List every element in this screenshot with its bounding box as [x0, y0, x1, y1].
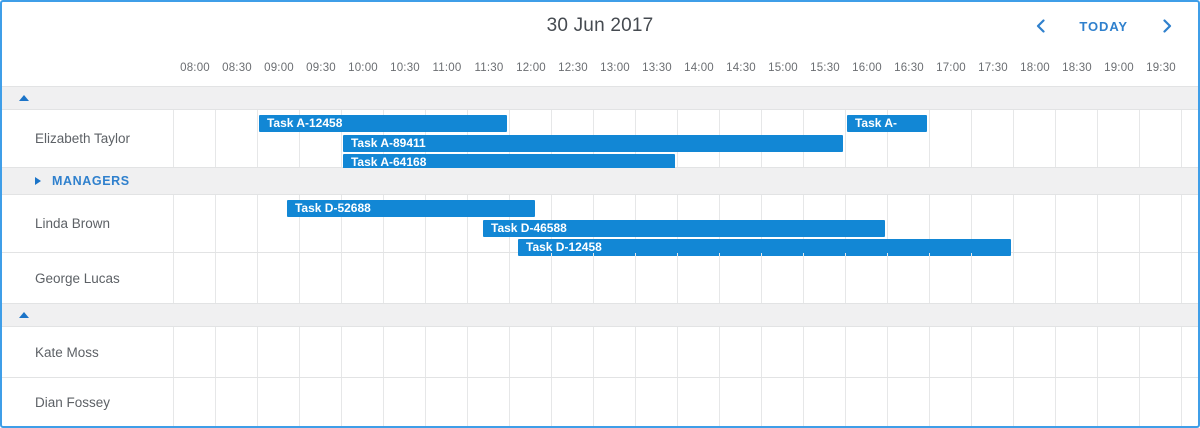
time-axis: 08:00 08:30 09:00 09:30 10:00 10:30 11:00 11:30… [2, 50, 1198, 86]
time-slot-label: 14:30 [726, 62, 756, 74]
group-header-row [2, 304, 1198, 327]
resource-row: Kate Moss [2, 327, 1198, 378]
resource-label-cell: Linda Brown [2, 195, 174, 252]
resource-row: Linda Brown Task D-52688 Task D-46588 Task … [2, 195, 1198, 256]
resource-name: Dian Fossey [35, 394, 111, 410]
resource-label-cell: George Lucas [2, 253, 174, 303]
group-header-row-collapsed[interactable]: MANAGERS [2, 168, 1198, 195]
prev-date-button[interactable] [1025, 11, 1055, 41]
resource-name: Linda Brown [35, 216, 111, 231]
time-slot-label: 12:30 [558, 62, 588, 74]
time-slot-label: 18:30 [1062, 62, 1092, 74]
time-slot-label: 13:30 [642, 62, 672, 74]
date-title: 30 Jun 2017 [546, 15, 654, 36]
scheduler-toolbar: 30 Jun 2017 TODAY [2, 2, 1198, 50]
group-label: MANAGERS [52, 174, 130, 188]
task-bar[interactable]: Task D-52688 [286, 200, 535, 217]
time-slot-label: 11:00 [432, 62, 462, 74]
collapse-group-icon[interactable] [19, 95, 29, 101]
task-bar[interactable]: Task A-12458 [258, 115, 507, 132]
schedule-cells[interactable] [174, 327, 1182, 377]
expand-group-icon[interactable] [35, 177, 41, 185]
time-slot-label: 08:30 [222, 62, 252, 74]
resource-row: Dian Fossey [2, 378, 1198, 426]
time-slot-label: 09:30 [306, 62, 336, 74]
task-bar[interactable]: Task A- [846, 115, 927, 132]
schedule-cells[interactable]: Task D-52688 Task D-46588 Task D-12458 [174, 195, 1182, 256]
collapse-group-icon[interactable] [19, 312, 29, 318]
resource-label-cell: Dian Fossey [2, 378, 174, 426]
time-slot-label: 18:00 [1020, 62, 1050, 74]
time-slot-label: 19:00 [1104, 62, 1134, 74]
time-slot-label: 15:30 [810, 62, 840, 74]
time-slot-label: 15:00 [768, 62, 798, 74]
task-bar[interactable]: Task A-89411 [342, 135, 843, 152]
task-bar[interactable]: Task A-64168 [342, 154, 675, 171]
resource-name: Elizabeth Taylor [35, 131, 131, 146]
toolbar-navigator: TODAY [1025, 2, 1182, 50]
schedule-cells[interactable] [174, 253, 1182, 303]
chevron-left-icon [1036, 19, 1045, 33]
chevron-right-icon [1162, 19, 1171, 33]
schedule-cells[interactable] [174, 378, 1182, 426]
scheduler-rows: Elizabeth Taylor Task A-12458 Task A- Task … [2, 86, 1198, 426]
next-date-button[interactable] [1152, 11, 1182, 41]
resource-row: Elizabeth Taylor Task A-12458 Task A- Task … [2, 110, 1198, 171]
group-header-row [2, 87, 1198, 110]
resource-name: George Lucas [35, 270, 120, 286]
today-button[interactable]: TODAY [1069, 13, 1138, 40]
time-slot-label: 13:00 [600, 62, 630, 74]
time-slot-label: 11:30 [474, 62, 504, 74]
time-slot-label: 14:00 [684, 62, 714, 74]
time-slot-label: 16:30 [894, 62, 924, 74]
time-slot-label: 08:00 [180, 62, 210, 74]
resource-name: Kate Moss [35, 344, 99, 360]
resource-label-cell: Elizabeth Taylor [2, 110, 174, 167]
time-slot-label: 10:30 [390, 62, 420, 74]
time-slot-label: 09:00 [264, 62, 294, 74]
resource-label-cell: Kate Moss [2, 327, 174, 377]
time-slot-label: 17:00 [936, 62, 966, 74]
schedule-cells[interactable]: Task A-12458 Task A- Task A-89411 Task A-64… [174, 110, 1182, 171]
time-slot-label: 17:30 [978, 62, 1008, 74]
time-slot-label: 10:00 [348, 62, 378, 74]
time-slot-label: 12:00 [516, 62, 546, 74]
time-slot-label: 19:30 [1146, 62, 1176, 74]
time-slot-label: 16:00 [852, 62, 882, 74]
task-bar[interactable]: Task D-12458 [518, 239, 1011, 256]
resource-row: George Lucas [2, 253, 1198, 304]
task-bar[interactable]: Task D-46588 [483, 220, 885, 237]
